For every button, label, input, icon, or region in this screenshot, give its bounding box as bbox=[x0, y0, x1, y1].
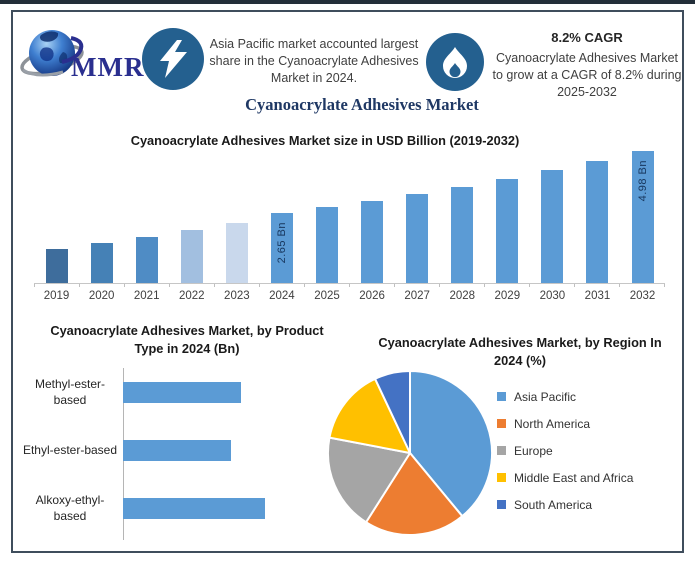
product-bar bbox=[123, 497, 265, 519]
column-bar-2032: 4.98 Bn bbox=[631, 151, 654, 283]
x-axis-label-2025: 2025 bbox=[314, 290, 340, 302]
product-category-label: Methyl-ester- based bbox=[34, 377, 105, 407]
x-axis-label-2029: 2029 bbox=[494, 290, 521, 302]
product-row: Ethyl-ester-based bbox=[20, 428, 350, 472]
asia-pacific-callout: Asia Pacific market accounted largest sh… bbox=[209, 37, 419, 85]
column-bar-2027 bbox=[406, 194, 429, 283]
axis-tick bbox=[349, 284, 394, 287]
x-axis-label-2022: 2022 bbox=[178, 290, 205, 302]
legend-item: Middle East and Africa bbox=[497, 470, 633, 485]
x-axis-label-2027: 2027 bbox=[404, 290, 430, 302]
x-axis-label-2023: 2023 bbox=[224, 290, 250, 302]
cagr-value: 8.2% CAGR bbox=[551, 30, 623, 45]
mmr-logo: MMR bbox=[19, 22, 151, 84]
bar-value-label-2032: 4.98 Bn bbox=[636, 160, 649, 202]
legend-swatch bbox=[497, 500, 506, 509]
column-chart-plot: 2.65 Bn 4.98 Bn bbox=[34, 141, 665, 283]
axis-tick bbox=[304, 284, 349, 287]
x-axis-label-2019: 2019 bbox=[43, 290, 70, 302]
product-type-chart-title: Cyanoacrylate Adhesives Market, by Produ… bbox=[50, 323, 324, 356]
region-legend: Asia Pacific North America Europe Middle Ea… bbox=[497, 389, 633, 524]
x-axis-ticks bbox=[34, 283, 665, 287]
x-axis-label-2028: 2028 bbox=[449, 290, 476, 302]
legend-item: Europe bbox=[497, 443, 633, 458]
legend-label: South America bbox=[514, 497, 593, 512]
legend-item: South America bbox=[497, 497, 633, 512]
column-bar-2024: 2.65 Bn bbox=[270, 213, 293, 283]
axis-tick bbox=[439, 284, 484, 287]
pie-slice-south-america bbox=[374, 370, 411, 454]
content-frame: MMR Asia Pacific market accounted larges… bbox=[11, 10, 684, 553]
axis-tick bbox=[34, 284, 79, 287]
axis-tick bbox=[484, 284, 529, 287]
product-bar bbox=[123, 439, 231, 461]
legend-label: North America bbox=[514, 416, 591, 431]
column-bar-2031 bbox=[586, 161, 609, 283]
cagr-description: Cyanoacrylate Adhesives Market to grow a… bbox=[492, 51, 682, 99]
axis-tick bbox=[394, 284, 439, 287]
cagr-callout: 8.2% CAGR Cyanoacrylate Adhesives Market… bbox=[491, 30, 683, 101]
axis-tick bbox=[169, 284, 214, 287]
axis-tick bbox=[619, 284, 665, 287]
legend-swatch bbox=[497, 473, 506, 482]
column-bar-2019 bbox=[45, 249, 68, 283]
x-axis-label-2031: 2031 bbox=[584, 290, 611, 302]
pie-slice-north-america bbox=[365, 452, 464, 536]
product-row: Methyl-ester- based bbox=[20, 370, 350, 414]
bar-value-label-2024: 2.65 Bn bbox=[275, 222, 288, 264]
logo-text: MMR bbox=[71, 52, 145, 82]
column-bar-2026 bbox=[361, 201, 384, 283]
x-axis-label-2026: 2026 bbox=[359, 290, 385, 302]
axis-tick bbox=[214, 284, 259, 287]
legend-swatch bbox=[497, 419, 506, 428]
legend-item: North America bbox=[497, 416, 633, 431]
legend-item: Asia Pacific bbox=[497, 389, 633, 404]
axis-tick bbox=[259, 284, 304, 287]
pie-slice-europe bbox=[326, 436, 411, 524]
axis-tick bbox=[79, 284, 124, 287]
column-bar-2029 bbox=[496, 179, 519, 283]
top-border-strip bbox=[0, 0, 695, 4]
column-bar-2025 bbox=[316, 207, 338, 283]
legend-label: Middle East and Africa bbox=[514, 470, 634, 485]
x-axis-label-2021: 2021 bbox=[133, 290, 160, 302]
pie-slice-middle-east-and-africa bbox=[328, 377, 411, 454]
market-size-column-chart: 2.65 Bn 4.98 Bn 2019 2020 2021 2022 2023 2024 2… bbox=[34, 141, 665, 302]
column-bar-2020 bbox=[90, 243, 113, 283]
product-category-label: Alkoxy-ethyl- based bbox=[35, 493, 105, 523]
x-axis-label-2020: 2020 bbox=[88, 290, 115, 302]
legend-swatch bbox=[497, 446, 506, 455]
column-bar-2021 bbox=[135, 237, 158, 283]
axis-tick bbox=[124, 284, 169, 287]
legend-label: Asia Pacific bbox=[514, 389, 577, 404]
market-size-chart-title: Cyanoacrylate Adhesives Market size in U… bbox=[130, 133, 520, 148]
column-bar-2028 bbox=[451, 187, 474, 283]
product-row: Alkoxy-ethyl- based bbox=[20, 486, 350, 530]
legend-label: Europe bbox=[514, 443, 553, 458]
region-chart-title: Cyanoacrylate Adhesives Market, by Regio… bbox=[378, 335, 662, 368]
flame-icon bbox=[426, 33, 484, 91]
page-title: Cyanoacrylate Adhesives Market bbox=[245, 95, 479, 114]
region-pie-chart bbox=[326, 370, 493, 536]
axis-tick bbox=[574, 284, 619, 287]
axis-tick bbox=[529, 284, 574, 287]
x-axis-label-2024: 2024 bbox=[269, 290, 295, 302]
column-chart-xlabels: 2019 2020 2021 2022 2023 2024 2025 2026 2027 2028… bbox=[34, 287, 665, 302]
x-axis-label-2032: 2032 bbox=[629, 290, 656, 302]
product-bar bbox=[123, 381, 241, 403]
product-category-label: Ethyl-ester-based bbox=[22, 443, 118, 457]
globe-icon bbox=[20, 30, 84, 77]
pie-slice-asia-pacific bbox=[409, 370, 493, 518]
column-bar-2023 bbox=[225, 223, 248, 283]
column-bar-2022 bbox=[180, 230, 203, 283]
x-axis-label-2030: 2030 bbox=[539, 290, 566, 302]
legend-swatch bbox=[497, 392, 506, 401]
column-bar-2030 bbox=[541, 170, 564, 283]
product-chart-rows: Methyl-ester- based Ethyl-ester-based Alko… bbox=[20, 370, 350, 544]
lightning-icon bbox=[142, 28, 204, 90]
